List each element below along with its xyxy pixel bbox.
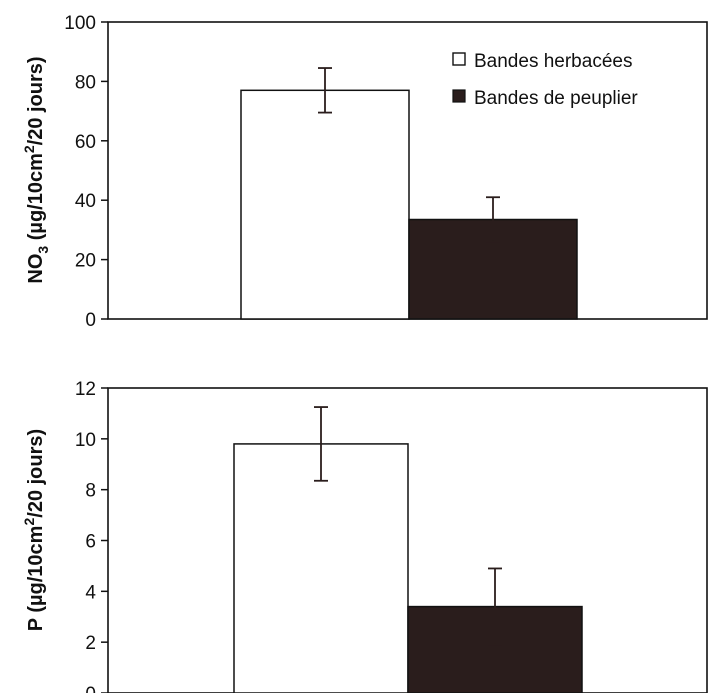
y-tick-label: 10	[75, 430, 96, 451]
y-axis-label-p: P (µg/10cm2/20 jours)	[21, 429, 47, 631]
chart-no3: 0 20 40 60 80 100 NO3 (µg/10cm2/20 jours) Ban…	[21, 13, 708, 331]
y-tick-label: 100	[64, 13, 96, 34]
bar-herbacees	[240, 89, 410, 320]
bar-herbacees	[233, 443, 409, 693]
y-tick-label: 0	[85, 684, 96, 693]
y-tick-label: 20	[75, 251, 96, 272]
legend-label-peuplier: Bandes de peuplier	[474, 88, 638, 109]
y-tick-label: 80	[75, 72, 96, 93]
y-axis-no3: 0 20 40 60 80 100	[64, 13, 108, 331]
y-tick-label: 8	[85, 481, 96, 502]
y-tick-label: 6	[85, 532, 96, 553]
y-tick-label: 60	[75, 132, 96, 153]
y-tick-label: 4	[85, 582, 96, 603]
y-axis-label-no3: NO3 (µg/10cm2/20 jours)	[21, 56, 51, 283]
y-axis-p: 0 2 4 6 8 10 12	[75, 379, 108, 693]
y-tick-label: 2	[85, 633, 96, 654]
chart-p: 0 2 4 6 8 10 12 P (µg/10cm2/20 jours)	[21, 379, 708, 693]
legend-swatch-peuplier	[452, 89, 466, 103]
bars-p	[233, 406, 583, 693]
y-tick-label: 12	[75, 379, 96, 400]
legend: Bandes herbacées Bandes de peuplier	[452, 51, 638, 109]
bars-no3	[240, 67, 578, 320]
y-tick-label: 40	[75, 191, 96, 212]
y-tick-label: 0	[85, 310, 96, 331]
legend-label-herbacees: Bandes herbacées	[474, 51, 632, 72]
legend-swatch-herbacees	[452, 52, 466, 66]
